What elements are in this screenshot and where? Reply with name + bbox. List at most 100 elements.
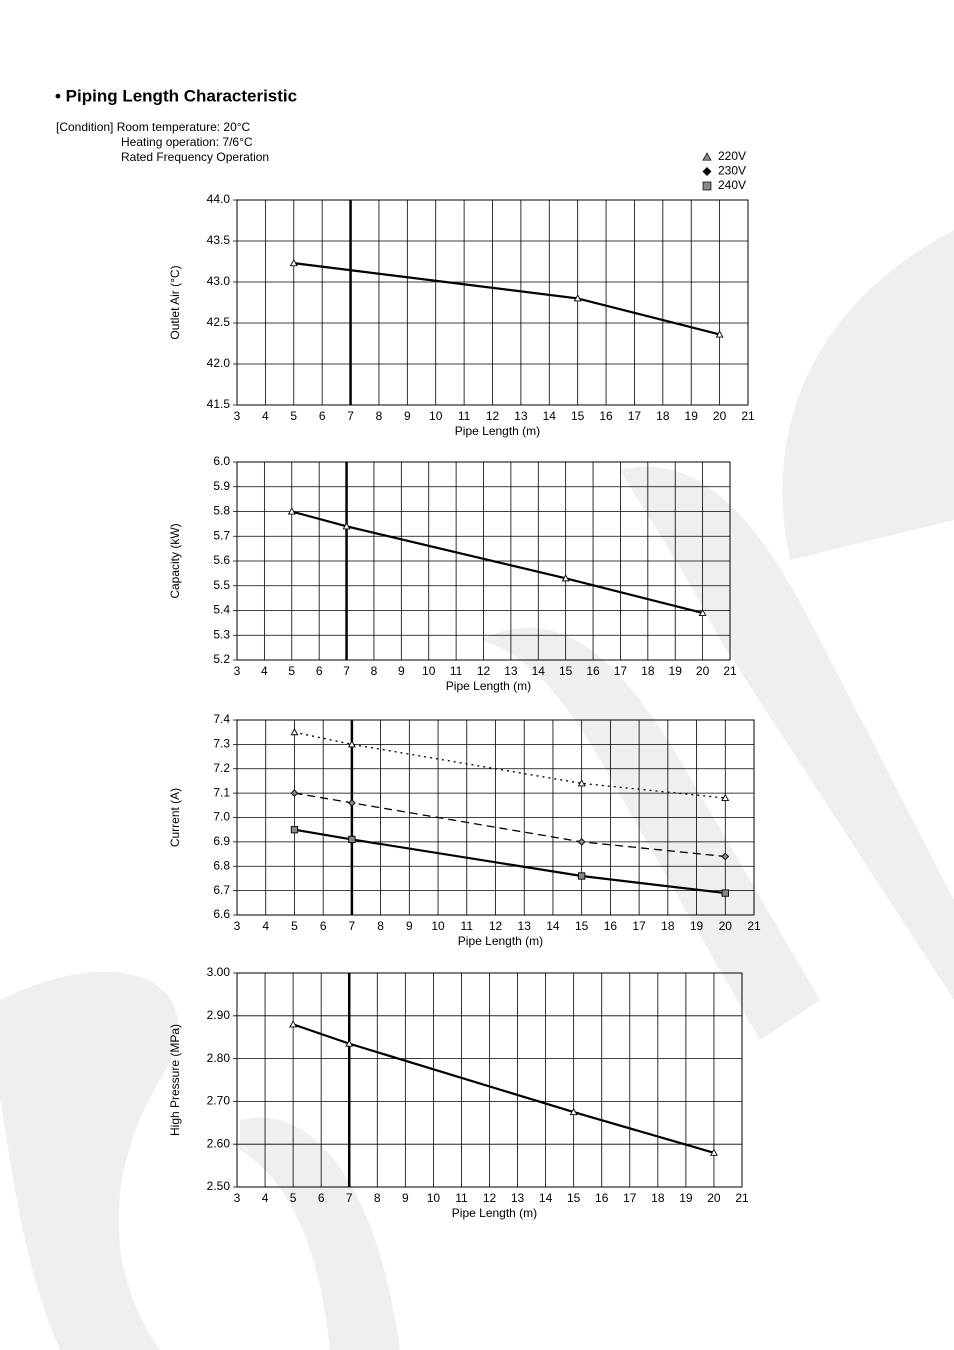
data-point bbox=[290, 728, 299, 736]
x-axis-label: Pipe Length (m) bbox=[455, 424, 540, 438]
data-point bbox=[709, 1148, 718, 1156]
x-tick-label: 21 bbox=[735, 1191, 749, 1205]
x-tick-label: 13 bbox=[511, 1191, 525, 1205]
x-axis-label: Pipe Length (m) bbox=[452, 1206, 537, 1220]
x-tick-label: 14 bbox=[539, 1191, 553, 1205]
x-tick-label: 14 bbox=[532, 664, 546, 678]
legend-label: 240V bbox=[718, 178, 746, 192]
x-tick-label: 15 bbox=[567, 1191, 581, 1205]
x-tick-label: 15 bbox=[559, 664, 573, 678]
legend-marker bbox=[702, 181, 712, 191]
x-tick-label: 21 bbox=[741, 409, 755, 423]
x-tick-label: 5 bbox=[290, 1191, 297, 1205]
x-tick-label: 12 bbox=[489, 919, 503, 933]
legend-label: 220V bbox=[718, 149, 746, 163]
x-tick-label: 20 bbox=[707, 1191, 721, 1205]
y-axis-label: Current (A) bbox=[168, 788, 182, 847]
x-tick-label: 21 bbox=[747, 919, 761, 933]
y-tick-label: 2.50 bbox=[207, 1179, 231, 1193]
x-tick-label: 9 bbox=[406, 919, 413, 933]
y-tick-label: 5.7 bbox=[213, 528, 230, 542]
x-tick-label: 16 bbox=[586, 664, 600, 678]
y-tick-label: 5.3 bbox=[213, 627, 230, 641]
x-tick-label: 21 bbox=[723, 664, 737, 678]
data-point bbox=[573, 294, 582, 302]
x-tick-label: 17 bbox=[632, 919, 646, 933]
data-point bbox=[577, 779, 586, 787]
background-decoration bbox=[0, 230, 954, 1350]
x-tick-label: 6 bbox=[320, 919, 327, 933]
x-tick-label: 8 bbox=[376, 409, 383, 423]
x-tick-label: 18 bbox=[651, 1191, 665, 1205]
x-tick-label: 4 bbox=[262, 409, 269, 423]
y-tick-label: 7.2 bbox=[213, 761, 230, 775]
x-tick-label: 11 bbox=[455, 1191, 468, 1205]
x-tick-label: 11 bbox=[450, 664, 463, 678]
x-tick-label: 12 bbox=[486, 409, 500, 423]
x-tick-label: 10 bbox=[429, 409, 443, 423]
y-tick-label: 6.7 bbox=[213, 883, 230, 897]
legend-marker bbox=[702, 152, 712, 161]
x-tick-label: 16 bbox=[595, 1191, 609, 1205]
x-tick-label: 7 bbox=[347, 409, 354, 423]
x-tick-label: 14 bbox=[546, 919, 560, 933]
data-point bbox=[577, 838, 586, 846]
x-tick-label: 6 bbox=[318, 1191, 325, 1205]
x-tick-label: 17 bbox=[628, 409, 642, 423]
data-point bbox=[342, 522, 351, 530]
y-tick-label: 7.4 bbox=[213, 712, 230, 726]
x-tick-label: 16 bbox=[599, 409, 613, 423]
x-tick-label: 14 bbox=[543, 409, 557, 423]
x-tick-label: 18 bbox=[656, 409, 670, 423]
y-tick-label: 42.5 bbox=[207, 315, 231, 329]
y-tick-label: 5.8 bbox=[213, 504, 230, 518]
y-tick-label: 6.8 bbox=[213, 858, 230, 872]
x-tick-label: 10 bbox=[422, 664, 436, 678]
data-point bbox=[698, 608, 707, 616]
x-tick-label: 18 bbox=[641, 664, 655, 678]
y-tick-label: 7.1 bbox=[213, 785, 230, 799]
x-tick-label: 16 bbox=[604, 919, 618, 933]
y-tick-label: 6.9 bbox=[213, 834, 230, 848]
x-tick-label: 12 bbox=[483, 1191, 497, 1205]
x-tick-label: 20 bbox=[713, 409, 727, 423]
y-tick-label: 5.5 bbox=[213, 578, 230, 592]
x-tick-label: 10 bbox=[427, 1191, 441, 1205]
x-tick-label: 8 bbox=[377, 919, 384, 933]
y-tick-label: 7.0 bbox=[213, 810, 230, 824]
x-tick-label: 19 bbox=[669, 664, 683, 678]
data-point bbox=[290, 826, 299, 834]
condition-line: Rated Frequency Operation bbox=[121, 150, 269, 164]
data-point bbox=[348, 799, 356, 807]
x-tick-label: 5 bbox=[290, 409, 297, 423]
series-line bbox=[294, 828, 726, 895]
x-tick-label: 19 bbox=[679, 1191, 693, 1205]
x-tick-label: 9 bbox=[398, 664, 405, 678]
x-axis-label: Pipe Length (m) bbox=[446, 679, 531, 693]
x-tick-label: 5 bbox=[291, 919, 298, 933]
x-tick-label: 11 bbox=[461, 919, 474, 933]
data-point bbox=[721, 793, 730, 802]
y-tick-label: 5.9 bbox=[213, 479, 230, 493]
data-point bbox=[289, 1020, 298, 1028]
data-point bbox=[289, 259, 298, 267]
y-tick-label: 2.80 bbox=[207, 1051, 231, 1065]
x-tick-label: 6 bbox=[319, 409, 326, 423]
x-tick-label: 13 bbox=[504, 664, 518, 678]
y-tick-label: 7.3 bbox=[213, 737, 230, 751]
x-tick-label: 8 bbox=[374, 1191, 381, 1205]
data-point bbox=[715, 330, 724, 338]
x-tick-label: 3 bbox=[234, 919, 241, 933]
x-tick-label: 13 bbox=[514, 409, 528, 423]
x-tick-label: 20 bbox=[696, 664, 710, 678]
y-tick-label: 2.90 bbox=[207, 1008, 231, 1022]
y-axis-label: High Pressure (MPa) bbox=[168, 1024, 182, 1136]
x-tick-label: 4 bbox=[262, 1191, 269, 1205]
x-tick-label: 18 bbox=[661, 919, 675, 933]
x-tick-label: 9 bbox=[404, 409, 411, 423]
x-tick-label: 15 bbox=[571, 409, 585, 423]
data-point bbox=[348, 835, 356, 844]
data-point bbox=[287, 507, 296, 515]
x-tick-label: 9 bbox=[402, 1191, 409, 1205]
